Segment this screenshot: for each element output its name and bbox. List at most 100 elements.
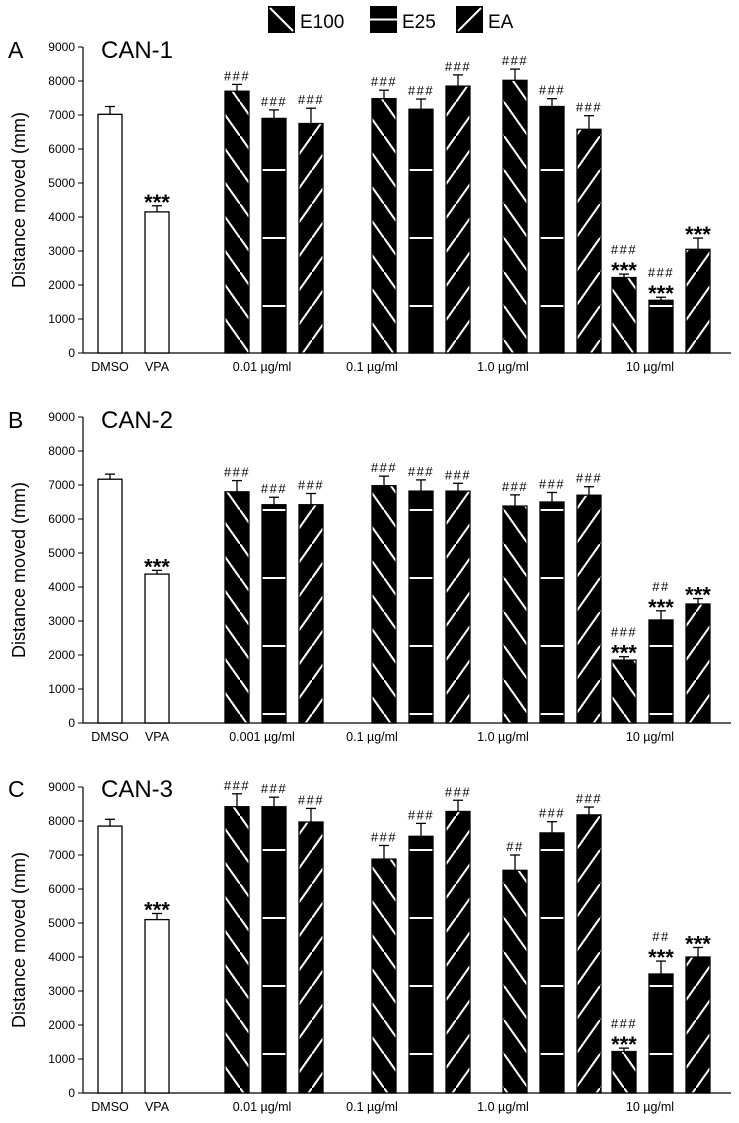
y-tick-label: 6000 (48, 882, 75, 896)
significance-hash: ### (611, 625, 637, 640)
bar (371, 98, 397, 354)
bar (261, 504, 287, 724)
legend-label: EA (488, 12, 514, 33)
significance-stars: *** (611, 258, 637, 283)
significance-stars: *** (611, 641, 637, 666)
y-tick-label: 3000 (48, 984, 75, 998)
panel-b: B CAN-2 Distance moved (mm) 0 1000 2000 300… (8, 407, 731, 744)
y-tick-label: 4000 (48, 950, 75, 964)
bar (261, 117, 287, 354)
bar (576, 814, 602, 1094)
panel-a: A CAN-1 Distance moved (mm) 0 1000 2000 300… (8, 37, 731, 374)
bar (97, 478, 123, 724)
significance-hash: ### (298, 792, 324, 807)
significance-hash: ### (611, 242, 637, 257)
y-tick-label: 0 (68, 716, 75, 730)
bar (502, 79, 528, 354)
y-tick-label: 5000 (48, 546, 75, 560)
bar (144, 573, 170, 724)
category-label: DMSO (91, 730, 129, 744)
significance-hash: ### (611, 1016, 637, 1031)
y-tick-label: 1000 (48, 312, 75, 326)
category-label: 0.1 µg/ml (346, 360, 398, 374)
y-tick-label: 2000 (48, 1018, 75, 1032)
category-label: VPA (145, 730, 170, 744)
category-label: 0.1 µg/ml (346, 1100, 398, 1114)
bar (224, 806, 250, 1094)
category-label: DMSO (91, 360, 129, 374)
significance-hash: ## (652, 929, 669, 944)
category-label: 0.001 µg/ml (229, 730, 295, 744)
y-tick-label: 8000 (48, 814, 75, 828)
significance-hash: ### (224, 778, 250, 793)
significance-hash: ## (506, 839, 523, 854)
bar (408, 490, 434, 724)
significance-stars: *** (685, 222, 711, 247)
bar (576, 494, 602, 724)
legend-swatch-line (269, 7, 294, 32)
significance-stars: *** (144, 190, 170, 215)
significance-stars: *** (685, 583, 711, 608)
bar (648, 619, 674, 724)
category-label: 1.0 µg/ml (477, 1100, 529, 1114)
significance-hash: ### (298, 478, 324, 493)
significance-hash: ### (445, 467, 471, 482)
significance-stars: *** (611, 1032, 637, 1057)
y-tick-label: 7000 (48, 478, 75, 492)
bar (224, 491, 250, 724)
significance-hash: ### (539, 83, 565, 98)
bar (298, 821, 324, 1094)
category-label: 1.0 µg/ml (477, 360, 529, 374)
bar (648, 973, 674, 1094)
plot-area: 0 1000 2000 3000 4000 5000 6000 7000 8000 9000 DMS… (48, 410, 731, 744)
legend-item-e25: E25 (370, 6, 436, 33)
y-tick-label: 3000 (48, 614, 75, 628)
bar (445, 85, 471, 354)
panel-c: C CAN-3 Distance moved (mm) 0 1000 2000 300… (8, 776, 731, 1114)
y-tick-label: 0 (68, 1086, 75, 1100)
bar (445, 490, 471, 724)
legend-item-ea: EA (456, 6, 514, 33)
y-tick-label: 6000 (48, 512, 75, 526)
significance-hash: ### (261, 94, 287, 109)
category-label: 1.0 µg/ml (477, 730, 529, 744)
significance-hash: ### (298, 92, 324, 107)
bar (685, 603, 711, 724)
y-tick-label: 9000 (48, 40, 75, 54)
legend-label: E100 (300, 12, 344, 33)
significance-stars: *** (144, 897, 170, 922)
y-tick-label: 4000 (48, 210, 75, 224)
category-label: VPA (145, 360, 170, 374)
bar (611, 1050, 637, 1094)
significance-hash: ### (576, 791, 602, 806)
significance-hash: ### (261, 481, 287, 496)
category-label: 10 µg/ml (626, 360, 674, 374)
significance-hash: ### (502, 479, 528, 494)
panel-letter: C (8, 776, 25, 802)
significance-hash: ### (539, 806, 565, 821)
bar (97, 113, 123, 354)
significance-stars: *** (648, 595, 674, 620)
bar (371, 485, 397, 724)
significance-hash: ### (445, 784, 471, 799)
plot-area: 0 1000 2000 3000 4000 5000 6000 7000 8000 9000 DMS… (48, 778, 731, 1114)
y-tick-label: 5000 (48, 176, 75, 190)
y-tick-label: 1000 (48, 1052, 75, 1066)
y-tick-label: 4000 (48, 580, 75, 594)
panel-letter: B (8, 407, 23, 433)
significance-hash: ### (576, 100, 602, 115)
y-tick-label: 7000 (48, 108, 75, 122)
category-label: DMSO (91, 1100, 129, 1114)
panel-letter: A (8, 37, 24, 63)
bar (144, 918, 170, 1094)
legend-item-e100: E100 (268, 6, 344, 33)
bar (261, 806, 287, 1094)
y-tick-label: 9000 (48, 780, 75, 794)
y-tick-label: 5000 (48, 916, 75, 930)
significance-hash: ### (224, 465, 250, 480)
significance-stars: *** (648, 945, 674, 970)
y-axis-label: Distance moved (mm) (9, 852, 29, 1028)
category-label: 0.01 µg/ml (233, 360, 292, 374)
significance-hash: ### (371, 74, 397, 89)
